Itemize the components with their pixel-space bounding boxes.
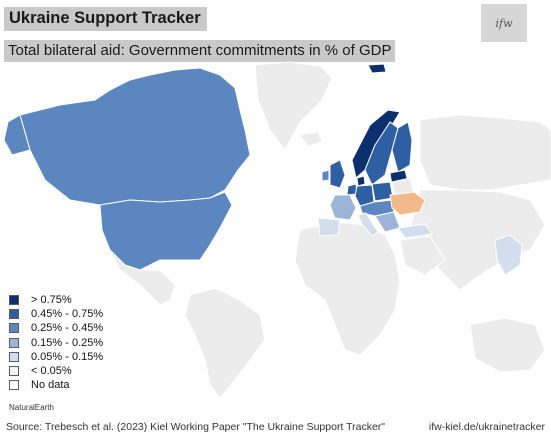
region-ireland [321, 169, 330, 182]
chart-subtitle: Total bilateral aid: Government commitme… [4, 40, 396, 62]
region-united-kingdom [329, 159, 346, 189]
legend-label: 0.15% - 0.25% [31, 336, 104, 349]
region-greenland [254, 61, 333, 151]
ifw-logo: ifw [481, 4, 527, 42]
region-africa [294, 221, 401, 356]
region-poland [371, 181, 394, 202]
region-canada [19, 67, 251, 206]
chart-title: Ukraine Support Tracker [4, 7, 207, 31]
source-note: Source: Trebesch et al. (2023) Kiel Work… [6, 421, 386, 433]
region-alaska [3, 114, 31, 156]
region-russia [419, 114, 551, 191]
legend-label: < 0.05% [31, 364, 72, 377]
legend-swatch [9, 337, 19, 348]
legend-item: No data [9, 378, 103, 392]
legend-swatch [9, 380, 19, 391]
legend-swatch [9, 309, 19, 320]
legend-item: 0.05% - 0.15% [9, 350, 103, 364]
region-iberia [317, 217, 341, 237]
region-svalbard [367, 63, 387, 74]
legend-item: 0.25% - 0.45% [9, 321, 103, 335]
legend-swatch [9, 323, 19, 334]
legend-label: 0.45% - 0.75% [31, 308, 104, 321]
legend: > 0.75% 0.45% - 0.75% 0.25% - 0.45% 0.15% -… [9, 293, 103, 392]
region-mexico [109, 249, 176, 306]
region-middle-east [399, 235, 446, 276]
map-credit: NaturalEarth [9, 403, 54, 412]
legend-item: > 0.75% [9, 293, 103, 307]
region-ukraine [389, 191, 426, 216]
legend-label: 0.25% - 0.45% [31, 322, 104, 335]
region-denmark [356, 175, 366, 187]
legend-item: 0.15% - 0.25% [9, 336, 103, 350]
logo-text: ifw [495, 16, 513, 30]
world-map [3, 61, 551, 399]
tracker-url[interactable]: ifw-kiel.de/ukrainetracker [428, 421, 545, 433]
region-south-america [184, 287, 266, 399]
region-australia [469, 317, 546, 373]
legend-label: > 0.75% [31, 294, 72, 306]
legend-item: 0.45% - 0.75% [9, 307, 103, 321]
legend-label: No data [31, 379, 70, 392]
legend-label: 0.05% - 0.15% [31, 350, 104, 363]
region-iceland [299, 131, 323, 147]
region-balkans [374, 211, 401, 233]
region-france [329, 194, 357, 221]
legend-swatch [9, 366, 19, 377]
region-turkey [397, 223, 433, 239]
legend-item: < 0.05% [9, 364, 103, 378]
region-italy [357, 212, 379, 237]
region-united-states [99, 191, 233, 271]
region-japan [494, 234, 523, 276]
legend-swatch [9, 351, 19, 362]
legend-swatch [9, 295, 19, 306]
footer: Source: Trebesch et al. (2023) Kiel Work… [0, 421, 551, 433]
